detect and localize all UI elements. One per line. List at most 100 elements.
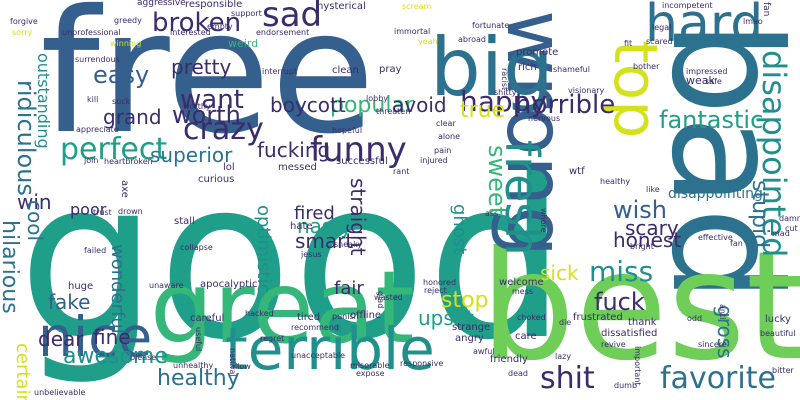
cloud-word: bother [633, 62, 660, 71]
cloud-word: fantastic [659, 106, 764, 134]
cloud-word: friendly [490, 354, 528, 365]
cloud-word: unhealthy [173, 361, 214, 370]
cloud-word: hopeful [332, 126, 363, 135]
cloud-word: weak [686, 74, 715, 87]
cloud-word: good [18, 132, 567, 388]
cloud-word: cool [23, 200, 47, 242]
cloud-word: yeah [418, 37, 438, 46]
cloud-word: crazy [183, 112, 264, 147]
cloud-word: surrendous [75, 55, 120, 64]
cloud-word: useful [194, 327, 203, 352]
cloud-word: appreciate [76, 125, 119, 134]
cloud-word: kill [87, 95, 99, 104]
cloud-word: fan [730, 239, 743, 248]
cloud-word: easy [93, 61, 150, 89]
cloud-word: winning [110, 39, 142, 48]
cloud-word: shit [540, 361, 595, 396]
cloud-word: lobby [366, 94, 389, 103]
cloud-word: healthy [600, 177, 631, 186]
cloud-word: fired [294, 203, 335, 224]
cloud-word: wasted [374, 293, 403, 302]
cloud-word: whore [539, 208, 548, 233]
cloud-word: successful [336, 156, 388, 167]
cloud-word: beautiful [760, 329, 796, 338]
cloud-word: collapse [180, 243, 213, 252]
cloud-word: support [231, 9, 262, 18]
cloud-word: threaten [376, 107, 411, 116]
cloud-word: big [430, 21, 554, 114]
cloud-word: dissatisfied [601, 328, 658, 339]
cloud-word: stop [441, 288, 489, 313]
cloud-word: unprofessional [62, 28, 121, 37]
cloud-word: visionary [568, 86, 605, 95]
cloud-word: fuck [594, 288, 645, 316]
cloud-word: popular [330, 93, 414, 118]
cloud-word: join [84, 156, 99, 165]
cloud-word: apocalyptic [200, 279, 258, 290]
cloud-word: impressed [686, 67, 728, 76]
cloud-word: superior [150, 143, 233, 167]
cloud-word: die [559, 318, 572, 327]
cloud-word: healthy [157, 366, 240, 391]
cloud-word: boycott [270, 93, 346, 117]
cloud-word: terrible [225, 315, 435, 383]
cloud-word: poor [70, 200, 107, 219]
cloud-word: aggressive [137, 0, 186, 8]
cloud-word: pain [434, 146, 452, 155]
cloud-word: legal [652, 23, 672, 32]
cloud-word: favorite [660, 361, 776, 396]
cloud-word: hate [290, 221, 313, 232]
cloud-word: stall [174, 216, 195, 227]
cloud-word: ass [485, 209, 499, 218]
cloud-word: drown [118, 207, 143, 216]
cloud-word: happy [460, 85, 548, 118]
cloud-word: pray [379, 64, 402, 75]
cloud-word: safe [705, 77, 722, 86]
cloud-word: wonderful [107, 244, 128, 334]
cloud-word: expose [356, 369, 385, 378]
cloud-word: fucking [257, 138, 331, 162]
cloud-word: allow [230, 362, 251, 371]
cloud-word: free [40, 0, 376, 172]
cloud-word: worth [172, 101, 241, 129]
cloud-word: bright [630, 242, 654, 251]
cloud-word: sincere [698, 340, 727, 349]
cloud-word: care [515, 331, 537, 342]
cloud-word: lucky [765, 314, 791, 325]
cloud-word: regret [260, 334, 285, 343]
cloud-word: lazy [555, 352, 572, 361]
cloud-word: tired [297, 312, 321, 323]
cloud-word: empty [207, 22, 233, 31]
cloud-word: pretty [171, 55, 232, 79]
cloud-word: fit [624, 39, 633, 48]
cloud-word: racist [500, 68, 509, 91]
cloud-word: scared [646, 37, 673, 46]
cloud-word: huge [68, 281, 94, 292]
cloud-word: fair [334, 278, 364, 299]
cloud-word: suck [112, 97, 131, 106]
cloud-word: trust [93, 208, 112, 217]
cloud-word: promote [516, 47, 559, 58]
cloud-word: greedy [114, 16, 142, 25]
cloud-word: grand [103, 105, 162, 129]
cloud-word: certain [12, 343, 33, 400]
cloud-word: great [150, 249, 415, 366]
cloud-word: axe [119, 180, 130, 198]
cloud-word: abroad [458, 35, 486, 44]
cloud-word: hilarious [0, 220, 22, 314]
cloud-word: angry [455, 333, 484, 344]
cloud-word: best [480, 220, 800, 394]
cloud-word: lol [223, 162, 235, 173]
cloud-word: revive [601, 340, 626, 349]
cloud-word: fine [93, 325, 131, 349]
cloud-word: dumb [614, 381, 638, 390]
cloud-word: strange [452, 322, 491, 333]
cloud-word: sick [540, 261, 579, 285]
cloud-word: want [180, 85, 244, 115]
cloud-word: frustrated [573, 312, 623, 323]
cloud-word: nervous [528, 114, 561, 123]
cloud-word: awful [473, 347, 495, 356]
cloud-word: worthy [183, 102, 211, 111]
cloud-word: dead [508, 369, 528, 378]
cloud-word: failed [84, 246, 107, 255]
